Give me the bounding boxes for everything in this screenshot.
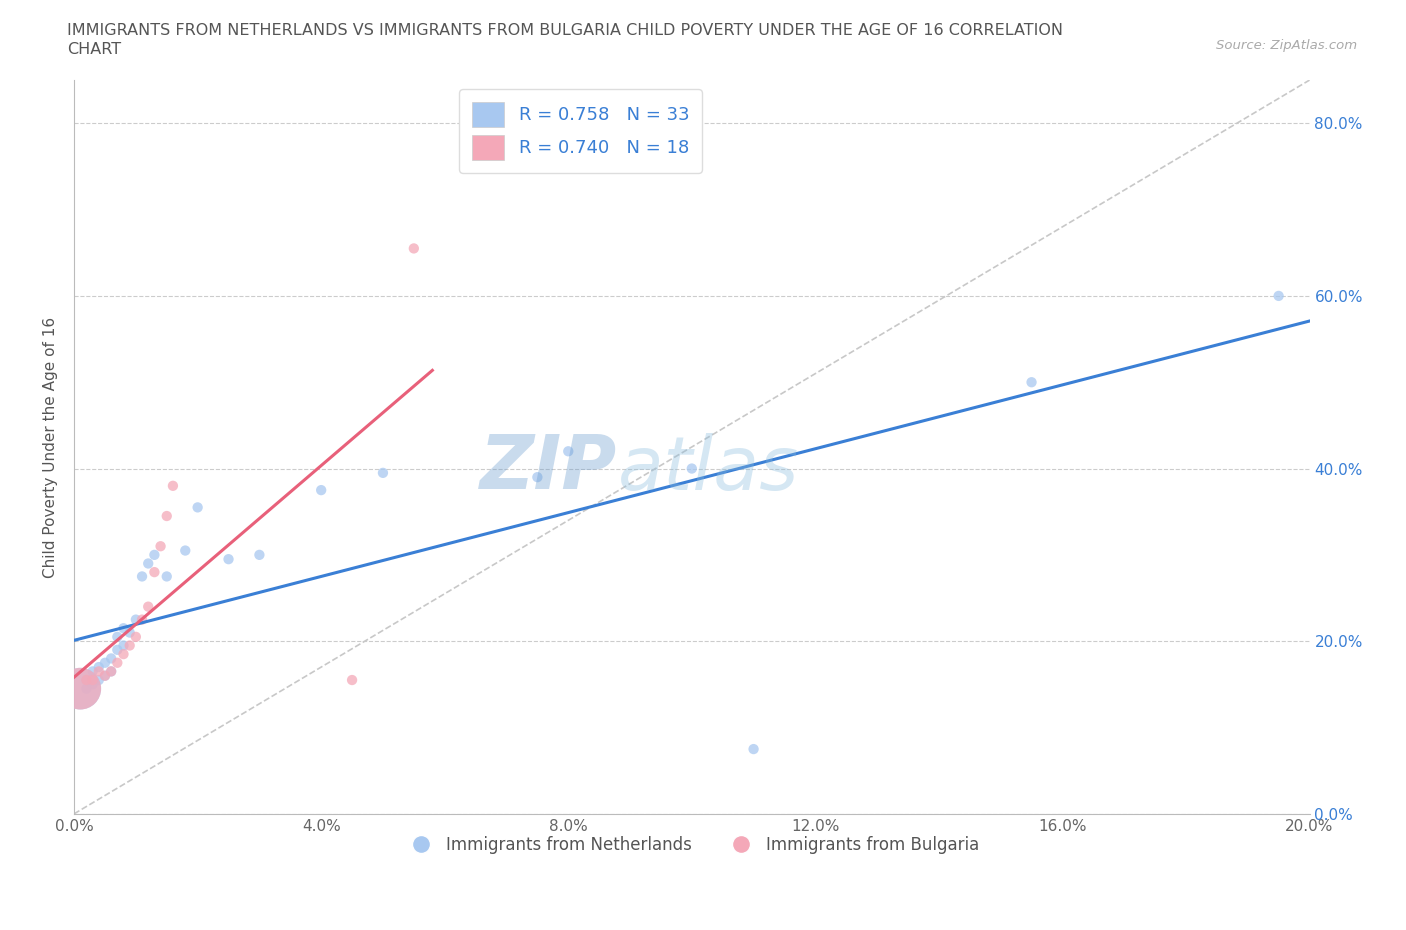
Point <box>105 630 128 644</box>
Text: ZIP: ZIP <box>481 432 617 506</box>
Point <box>125 630 148 644</box>
Point <box>149 538 172 553</box>
Point <box>112 621 135 636</box>
Point <box>94 656 117 671</box>
Point <box>112 646 135 661</box>
Point <box>187 500 209 515</box>
Point <box>87 664 110 679</box>
Point <box>402 241 425 256</box>
Point <box>131 569 153 584</box>
Point <box>125 612 148 627</box>
Point <box>105 643 128 658</box>
Text: Source: ZipAtlas.com: Source: ZipAtlas.com <box>1216 39 1357 52</box>
Point <box>94 669 117 684</box>
Point <box>371 465 394 480</box>
Point <box>143 565 166 579</box>
Point <box>100 664 122 679</box>
Point <box>75 672 97 687</box>
Point <box>118 638 141 653</box>
Point <box>82 664 104 679</box>
Point <box>174 543 197 558</box>
Point <box>100 664 122 679</box>
Point <box>1021 375 1043 390</box>
Point <box>136 556 159 571</box>
Point <box>162 478 184 493</box>
Point <box>247 548 270 563</box>
Point <box>75 672 97 687</box>
Text: IMMIGRANTS FROM NETHERLANDS VS IMMIGRANTS FROM BULGARIA CHILD POVERTY UNDER THE : IMMIGRANTS FROM NETHERLANDS VS IMMIGRANT… <box>67 23 1063 38</box>
Point <box>1267 288 1289 303</box>
Point <box>112 638 135 653</box>
Point <box>100 651 122 666</box>
Point <box>309 483 332 498</box>
Legend: Immigrants from Netherlands, Immigrants from Bulgaria: Immigrants from Netherlands, Immigrants … <box>398 830 987 860</box>
Point <box>69 681 91 696</box>
Point <box>742 741 765 756</box>
Point <box>218 551 240 566</box>
Point <box>156 509 179 524</box>
Point <box>681 461 703 476</box>
Point <box>82 677 104 692</box>
Point <box>118 625 141 640</box>
Point <box>136 599 159 614</box>
Point <box>69 681 91 696</box>
Point <box>87 672 110 687</box>
Text: atlas: atlas <box>617 433 799 505</box>
Point <box>131 612 153 627</box>
Point <box>75 681 97 696</box>
Point <box>143 548 166 563</box>
Point <box>526 470 548 485</box>
Point <box>82 672 104 687</box>
Point <box>94 669 117 684</box>
Point <box>557 444 579 458</box>
Y-axis label: Child Poverty Under the Age of 16: Child Poverty Under the Age of 16 <box>44 316 58 578</box>
Point <box>156 569 179 584</box>
Point <box>87 659 110 674</box>
Point <box>105 656 128 671</box>
Text: CHART: CHART <box>67 42 121 57</box>
Point <box>340 672 363 687</box>
